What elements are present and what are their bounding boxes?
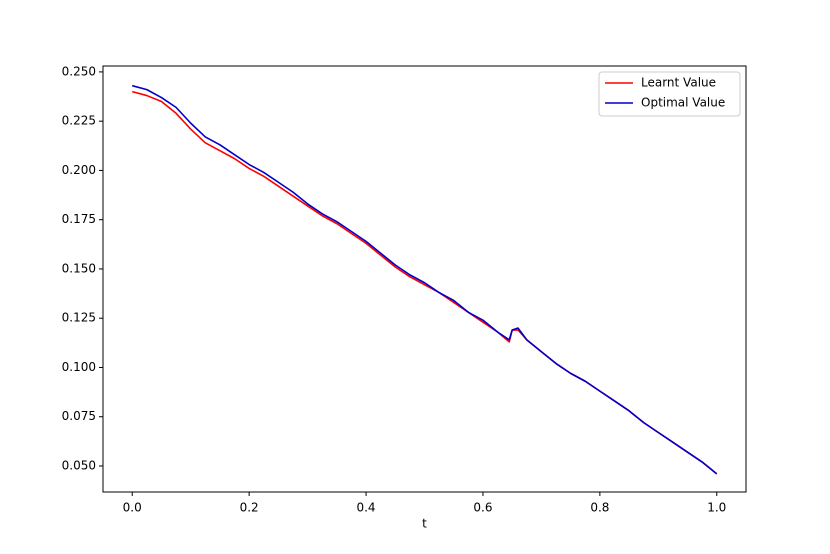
y-tick-label: 0.175 — [62, 212, 96, 226]
line-series — [132, 84, 718, 475]
y-tick-label: 0.200 — [62, 163, 96, 177]
x-tick-label: 0.4 — [356, 501, 375, 515]
legend-box — [598, 71, 741, 117]
x-tick-label: 0.0 — [123, 501, 142, 515]
x-tick-label: 1.0 — [707, 501, 726, 515]
x-tick-label: 0.6 — [473, 501, 492, 515]
legend-label: Optimal Value — [641, 96, 725, 110]
y-tick-label: 0.225 — [62, 114, 96, 128]
y-tick-label: 0.150 — [62, 261, 96, 275]
plot-frame — [102, 65, 747, 493]
legend-label: Learnt Value — [641, 76, 716, 90]
y-tick-label: 0.050 — [62, 458, 96, 472]
x-tick-label: 0.8 — [590, 501, 609, 515]
x-tick-label: 0.2 — [240, 501, 259, 515]
y-tick-label: 0.075 — [62, 409, 96, 423]
y-tick-label: 0.250 — [62, 64, 96, 78]
x-axis-label: t — [422, 517, 427, 531]
y-tick-label: 0.100 — [62, 360, 96, 374]
y-tick-label: 0.125 — [62, 311, 96, 325]
